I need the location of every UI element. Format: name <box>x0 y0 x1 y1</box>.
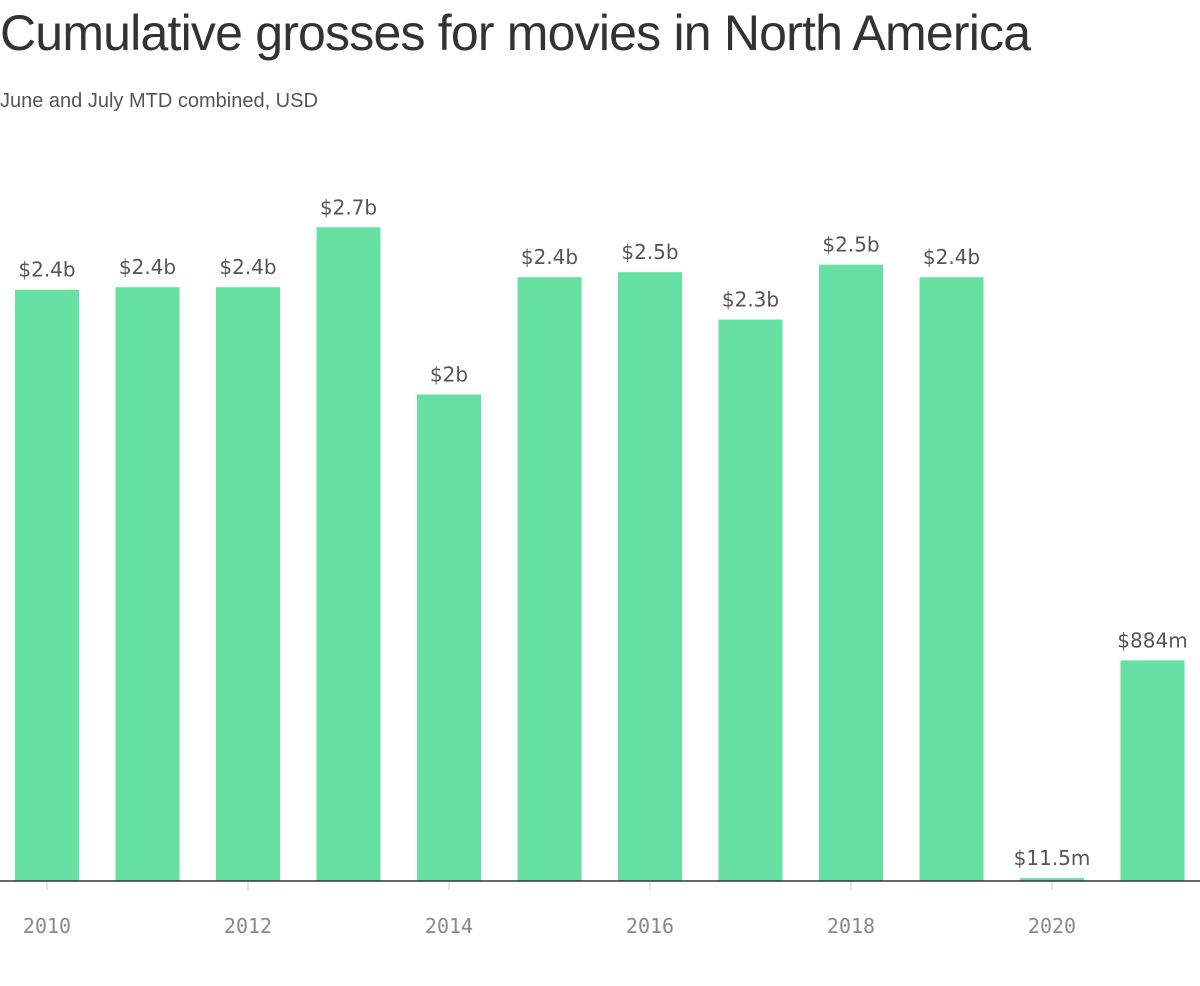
data-label-2018: $2.5b <box>822 233 879 257</box>
bar-2017 <box>718 319 783 882</box>
data-label-2012: $2.4b <box>219 255 276 279</box>
x-tick-label-2010: 2010 <box>23 914 71 938</box>
bar-2014 <box>417 394 481 881</box>
x-tick-label-2012: 2012 <box>224 914 272 938</box>
data-label-2011: $2.4b <box>119 255 176 279</box>
data-label-2016: $2.5b <box>621 240 678 264</box>
bar-2013 <box>316 227 381 882</box>
data-label-2014: $2b <box>430 363 468 387</box>
data-label-2019: $2.4b <box>923 245 980 269</box>
bar-2016 <box>618 272 682 881</box>
bars-layer <box>15 227 1185 882</box>
data-label-2015: $2.4b <box>521 245 578 269</box>
bar-2015 <box>517 277 582 881</box>
data-labels-layer: $2.4b $2.4b $2.4b $2.7b $2b $2.4b $2.5b $2.3b $2… <box>18 195 1187 870</box>
x-tick-label-2016: 2016 <box>626 914 674 938</box>
x-axis: 2010 2012 2014 2016 2018 2020 <box>0 880 1200 938</box>
bar-2020 <box>1020 878 1084 881</box>
data-label-2020: $11.5m <box>1014 846 1091 870</box>
bar-2012 <box>216 287 280 881</box>
data-label-2010: $2.4b <box>18 258 75 282</box>
chart-title: Cumulative grosses for movies in North A… <box>0 5 1031 61</box>
data-label-2017: $2.3b <box>722 288 779 312</box>
x-tick-label-2020: 2020 <box>1028 914 1076 938</box>
x-tick-label-2018: 2018 <box>827 914 875 938</box>
bar-2019 <box>919 277 984 881</box>
bar-2021 <box>1120 660 1185 881</box>
chart-subtitle: June and July MTD combined, USD <box>0 90 318 112</box>
bar-2011 <box>115 287 180 881</box>
data-label-2013: $2.7b <box>320 195 377 219</box>
bar-2018 <box>819 264 883 881</box>
x-tick-label-2014: 2014 <box>425 914 473 938</box>
data-label-2021: $884m <box>1117 628 1187 652</box>
bar-2010 <box>15 289 79 881</box>
